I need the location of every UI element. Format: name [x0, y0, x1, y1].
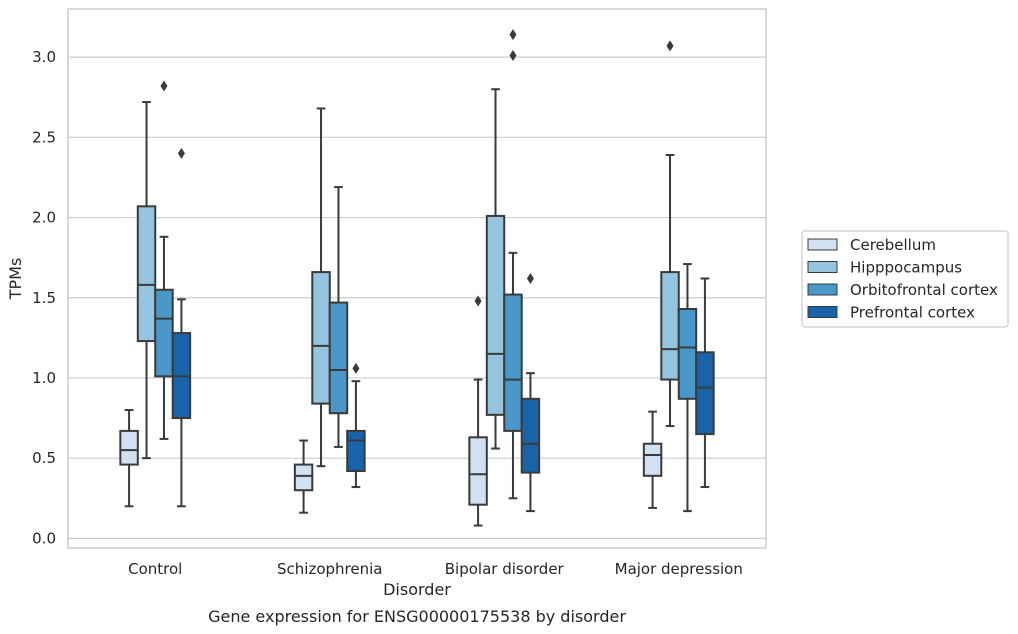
- outlier-point: [474, 295, 482, 307]
- legend-label: Cerebellum: [850, 236, 936, 254]
- y-tick-labels: 0.0 0.5 1.0 1.5 2.0 2.5 3.0: [32, 48, 56, 547]
- outlier-point: [177, 147, 185, 159]
- x-tick-label: Major depression: [615, 560, 743, 578]
- x-tick-label: Control: [128, 560, 182, 578]
- box: [503, 29, 523, 500]
- box-body: [346, 429, 366, 473]
- outlier-point: [160, 80, 168, 92]
- box-body: [136, 205, 157, 343]
- y-tick-label: 0.0: [32, 529, 56, 547]
- legend-swatch: [807, 261, 838, 273]
- outlier-point: [509, 29, 517, 41]
- box-body: [520, 397, 541, 474]
- box-body: [154, 288, 174, 378]
- box-body: [695, 351, 715, 436]
- box: [119, 409, 139, 508]
- box: [468, 295, 488, 527]
- box: [136, 101, 157, 460]
- y-tick-label: 2.0: [32, 209, 56, 227]
- legend: Cerebellum Hipppocampus Orbitofrontal cort…: [801, 230, 1009, 328]
- box: [311, 107, 331, 468]
- box-body: [642, 442, 663, 477]
- legend-label: Orbitofrontal cortex: [850, 281, 998, 299]
- y-tick-label: 1.0: [32, 369, 56, 387]
- legend-label: Hipppocampus: [850, 259, 962, 277]
- y-tick-label: 3.0: [32, 48, 56, 66]
- chart-caption: Gene expression for ENSG00000175538 by d…: [208, 607, 626, 626]
- legend-swatch: [807, 283, 838, 296]
- legend-frame: [801, 230, 1009, 328]
- box: [328, 186, 349, 448]
- box-body: [311, 271, 331, 405]
- x-tick-labels: Control Schizophrenia Bipolar disorder Majo…: [128, 560, 743, 578]
- box-body: [677, 307, 698, 400]
- box-body: [660, 271, 680, 381]
- outlier-point: [666, 40, 674, 52]
- y-tick-label: 0.5: [32, 449, 56, 467]
- box-body: [293, 463, 314, 492]
- box-body: [468, 436, 488, 506]
- box: [677, 263, 698, 513]
- y-tick-label: 1.5: [32, 289, 56, 307]
- box: [520, 273, 541, 513]
- box: [293, 439, 314, 514]
- outlier-point: [509, 50, 517, 62]
- box-body: [485, 214, 506, 416]
- box: [695, 277, 715, 489]
- x-axis-title: Disorder: [383, 580, 451, 599]
- box: [642, 410, 663, 509]
- y-axis-title: TPMs: [6, 258, 25, 301]
- y-tick-label: 2.5: [32, 128, 56, 146]
- box-body: [119, 429, 139, 466]
- box-body: [503, 293, 523, 432]
- legend-label: Prefrontal cortex: [850, 304, 975, 322]
- box: [171, 147, 192, 508]
- plot-frame: [67, 8, 767, 549]
- outlier-point: [526, 273, 534, 284]
- box-body: [328, 301, 349, 415]
- x-tick-label: Schizophrenia: [277, 560, 382, 578]
- x-tick-label: Bipolar disorder: [445, 560, 565, 578]
- legend-swatch: [807, 306, 838, 318]
- box-groups: [119, 29, 715, 527]
- box: [346, 362, 366, 489]
- legend-swatch: [807, 238, 838, 251]
- outlier-point: [352, 362, 360, 374]
